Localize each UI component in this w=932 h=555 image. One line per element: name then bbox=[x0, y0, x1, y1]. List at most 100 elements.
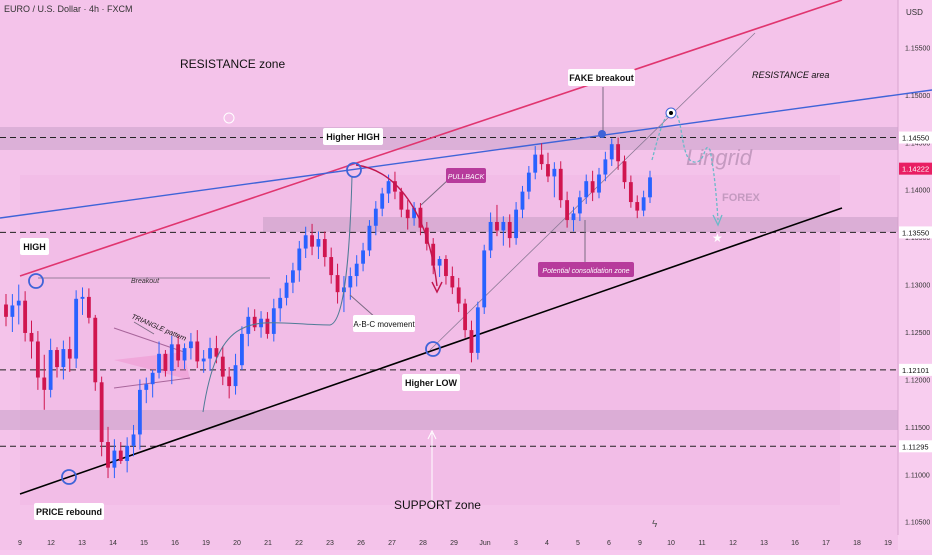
candle-body[interactable] bbox=[475, 307, 480, 353]
candle-body[interactable] bbox=[373, 208, 378, 226]
resistance-trendline[interactable] bbox=[19, 0, 843, 277]
candle-body[interactable] bbox=[565, 200, 570, 221]
candle-body[interactable] bbox=[29, 332, 34, 342]
candle-body[interactable] bbox=[284, 282, 289, 298]
candle-body[interactable] bbox=[16, 300, 21, 306]
candle-body[interactable] bbox=[4, 304, 8, 317]
blue-trendline[interactable] bbox=[0, 89, 932, 219]
candle-body[interactable] bbox=[546, 164, 550, 177]
candle-body[interactable] bbox=[67, 349, 72, 359]
candle-body[interactable] bbox=[520, 191, 525, 210]
candle-body[interactable] bbox=[463, 303, 468, 331]
candle-body[interactable] bbox=[169, 344, 174, 371]
candle-body[interactable] bbox=[246, 316, 251, 334]
candle-body[interactable] bbox=[150, 372, 155, 385]
candle-body[interactable] bbox=[616, 144, 621, 162]
candle-body[interactable] bbox=[137, 389, 142, 435]
candle-body[interactable] bbox=[55, 350, 59, 368]
candle-body[interactable] bbox=[10, 305, 15, 317]
candle-body[interactable] bbox=[118, 450, 123, 462]
candle-body[interactable] bbox=[61, 349, 66, 368]
candle-body[interactable] bbox=[86, 296, 91, 318]
candle-body[interactable] bbox=[380, 193, 385, 209]
candle-body[interactable] bbox=[552, 168, 557, 177]
candle-body[interactable] bbox=[648, 177, 652, 198]
candle-body[interactable] bbox=[112, 450, 117, 468]
candle-body[interactable] bbox=[558, 168, 563, 201]
candle-body[interactable] bbox=[208, 348, 212, 359]
candle-body[interactable] bbox=[367, 225, 372, 251]
candle-body[interactable] bbox=[240, 333, 244, 366]
candle-body[interactable] bbox=[42, 377, 47, 390]
candle-body[interactable] bbox=[316, 239, 321, 247]
candle-body[interactable] bbox=[74, 298, 79, 359]
candle-body[interactable] bbox=[48, 350, 53, 390]
candle-body[interactable] bbox=[628, 182, 633, 203]
candle-body[interactable] bbox=[214, 348, 219, 357]
candle-body[interactable] bbox=[227, 376, 232, 387]
candle-body[interactable] bbox=[271, 308, 276, 334]
candle-body[interactable] bbox=[195, 341, 200, 362]
candle-body[interactable] bbox=[252, 316, 257, 328]
candle-body[interactable] bbox=[590, 181, 595, 193]
candle-body[interactable] bbox=[584, 181, 589, 198]
candle-body[interactable] bbox=[157, 353, 161, 373]
candle-body[interactable] bbox=[437, 258, 442, 266]
candle-body[interactable] bbox=[163, 353, 168, 371]
candle-body[interactable] bbox=[297, 248, 302, 271]
candle-body[interactable] bbox=[35, 341, 40, 378]
candle-body[interactable] bbox=[393, 181, 397, 192]
candle-body[interactable] bbox=[450, 276, 455, 288]
candle-body[interactable] bbox=[106, 442, 110, 468]
candle-body[interactable] bbox=[501, 221, 506, 231]
candle-body[interactable] bbox=[577, 197, 582, 214]
candle-body[interactable] bbox=[176, 344, 181, 361]
candle-body[interactable] bbox=[278, 297, 283, 309]
candle-body[interactable] bbox=[93, 317, 98, 383]
candle-body[interactable] bbox=[412, 207, 416, 219]
candle-body[interactable] bbox=[469, 330, 474, 353]
candle-body[interactable] bbox=[431, 243, 436, 266]
candle-body[interactable] bbox=[488, 221, 493, 251]
candle-body[interactable] bbox=[291, 270, 295, 283]
candle-body[interactable] bbox=[233, 365, 238, 387]
candle-body[interactable] bbox=[641, 197, 646, 211]
candle-body[interactable] bbox=[125, 445, 130, 462]
candle-body[interactable] bbox=[23, 300, 28, 333]
candle-body[interactable] bbox=[405, 209, 410, 219]
candle-body[interactable] bbox=[622, 161, 627, 183]
candle-body[interactable] bbox=[188, 341, 193, 349]
candle-body[interactable] bbox=[526, 172, 531, 192]
candle-body[interactable] bbox=[265, 318, 270, 334]
candle-body[interactable] bbox=[597, 174, 601, 193]
candle-body[interactable] bbox=[131, 434, 136, 446]
candle-body[interactable] bbox=[635, 202, 640, 211]
candle-body[interactable] bbox=[539, 154, 544, 165]
candle-body[interactable] bbox=[444, 258, 448, 277]
candle-body[interactable] bbox=[603, 159, 608, 175]
candle-body[interactable] bbox=[609, 144, 614, 160]
candle-body[interactable] bbox=[386, 181, 391, 194]
candle-body[interactable] bbox=[310, 235, 314, 247]
candle-body[interactable] bbox=[482, 250, 487, 308]
candle-body[interactable] bbox=[571, 213, 576, 221]
candle-body[interactable] bbox=[354, 263, 359, 277]
candle-body[interactable] bbox=[507, 221, 512, 239]
candle-body[interactable] bbox=[495, 221, 499, 231]
candle-body[interactable] bbox=[144, 384, 149, 390]
candle-body[interactable] bbox=[533, 154, 538, 173]
flash-icon[interactable]: ϟ bbox=[652, 519, 658, 530]
candle-body[interactable] bbox=[418, 207, 423, 228]
candle-body[interactable] bbox=[329, 257, 334, 276]
candle-body[interactable] bbox=[348, 276, 353, 288]
support-trendline[interactable] bbox=[19, 207, 843, 495]
candle-body[interactable] bbox=[220, 356, 225, 377]
candle-body[interactable] bbox=[201, 358, 206, 362]
candle-body[interactable] bbox=[182, 348, 187, 361]
candle-body[interactable] bbox=[456, 287, 461, 304]
candle-body[interactable] bbox=[303, 235, 308, 249]
candle-body[interactable] bbox=[99, 382, 104, 443]
candle-body[interactable] bbox=[361, 250, 365, 264]
candle-body[interactable] bbox=[335, 275, 340, 293]
